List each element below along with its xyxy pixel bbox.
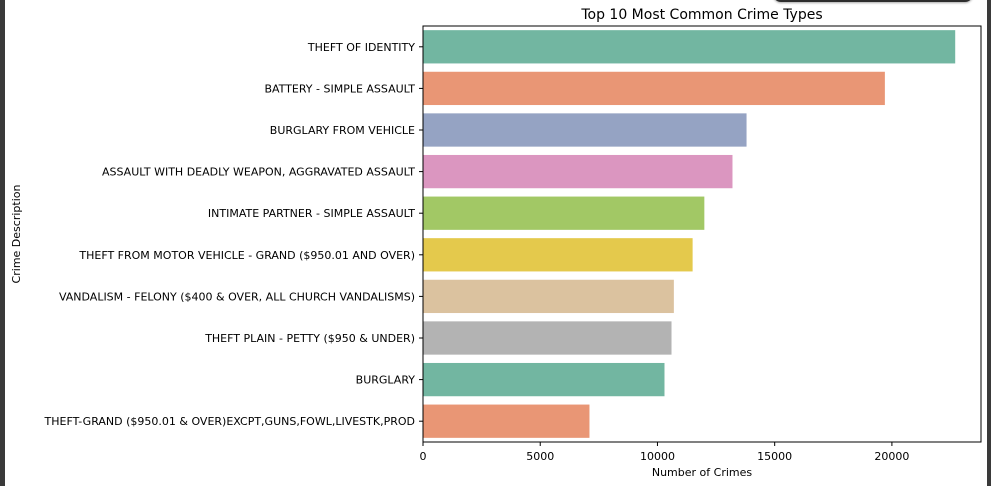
bar-8 [423, 321, 672, 355]
category-label: ASSAULT WITH DEADLY WEAPON, AGGRAVATED A… [102, 166, 415, 179]
x-tick-label: 20000 [874, 450, 909, 463]
x-tick-label: 15000 [757, 450, 792, 463]
category-label: THEFT OF IDENTITY [307, 41, 415, 54]
category-label: BURGLARY FROM VEHICLE [270, 124, 415, 137]
bar-5 [423, 196, 705, 230]
category-label: BATTERY - SIMPLE ASSAULT [264, 82, 415, 95]
x-axis-label: Number of Crimes [652, 466, 753, 479]
bar-3 [423, 113, 747, 147]
bar-7 [423, 279, 674, 314]
bar-10 [423, 404, 590, 438]
plot-frame [422, 25, 982, 443]
x-tick-label: 5000 [526, 450, 554, 463]
window-left-edge [0, 0, 5, 486]
category-label: THEFT PLAIN - PETTY ($950 & UNDER) [204, 332, 415, 345]
x-tick-label: 0 [420, 450, 427, 463]
top-toolbar-widget [773, 0, 973, 2]
x-ticks: 0 5000 10000 15000 20000 [420, 442, 909, 463]
window-right-edge [987, 0, 991, 486]
category-label: VANDALISM - FELONY ($400 & OVER, ALL CHU… [59, 290, 415, 303]
x-tick-label: 10000 [640, 450, 675, 463]
category-label: BURGLARY [356, 374, 416, 387]
bars-group [423, 30, 956, 438]
chart-title: Top 10 Most Common Crime Types [580, 7, 822, 23]
category-label: THEFT FROM MOTOR VEHICLE - GRAND ($950.0… [78, 249, 415, 262]
category-labels: THEFT OF IDENTITY BATTERY - SIMPLE ASSAUL… [44, 41, 423, 428]
bar-6 [423, 238, 693, 272]
y-axis-label: Crime Description [10, 185, 23, 284]
bar-4 [423, 154, 733, 189]
bar-1 [423, 30, 956, 64]
bar-2 [423, 71, 885, 106]
bar-9 [423, 362, 665, 397]
category-label: INTIMATE PARTNER - SIMPLE ASSAULT [208, 207, 415, 220]
category-label: THEFT-GRAND ($950.01 & OVER)EXCPT,GUNS,F… [44, 415, 415, 428]
